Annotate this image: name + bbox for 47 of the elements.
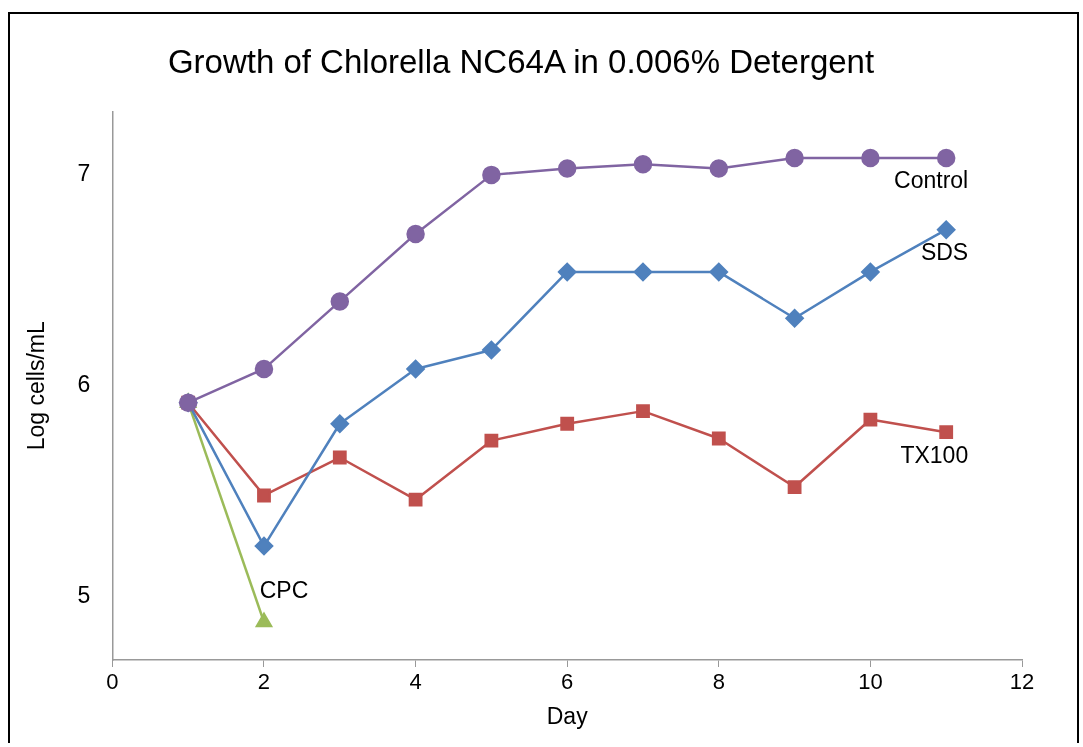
point xyxy=(254,536,274,556)
point xyxy=(633,262,653,282)
point xyxy=(785,148,804,168)
point xyxy=(257,488,271,503)
point xyxy=(709,159,729,178)
point xyxy=(482,340,501,360)
point xyxy=(861,148,880,168)
x-tick-label: 12 xyxy=(1009,669,1035,695)
point xyxy=(785,309,804,328)
point xyxy=(861,262,880,282)
y-axis-title: Log cells/mL xyxy=(23,321,50,451)
point xyxy=(330,414,350,434)
y-tick-label: 6 xyxy=(77,371,91,398)
point xyxy=(332,450,347,465)
series-label: SDS xyxy=(920,239,969,266)
series-label: CPC xyxy=(259,577,309,604)
point xyxy=(482,165,501,185)
point xyxy=(709,262,729,282)
point xyxy=(557,159,577,178)
point xyxy=(406,359,425,379)
x-axis-title: Day xyxy=(546,702,589,729)
series-label: Control xyxy=(894,167,969,194)
x-tick-label: 4 xyxy=(409,669,422,695)
chart-title: Growth of Chlorella NC64A in 0.006% Detergent xyxy=(167,42,875,80)
x-tick-label: 0 xyxy=(106,669,119,695)
point xyxy=(254,359,274,379)
point xyxy=(936,148,956,168)
point xyxy=(330,292,350,311)
point xyxy=(939,425,954,440)
x-tick-label: 6 xyxy=(561,669,574,695)
x-tick-label: 2 xyxy=(257,669,271,695)
point xyxy=(557,262,577,282)
point xyxy=(863,412,878,427)
y-tick-label: 7 xyxy=(77,160,91,187)
point xyxy=(560,416,575,431)
point xyxy=(484,433,499,448)
point xyxy=(936,220,956,239)
point xyxy=(636,404,650,419)
point xyxy=(633,155,653,174)
point xyxy=(408,492,423,507)
x-tick-label: 8 xyxy=(712,669,725,695)
point xyxy=(787,480,802,494)
y-tick-label: 5 xyxy=(77,582,91,609)
point xyxy=(406,224,425,244)
series-label: TX100 xyxy=(900,441,969,468)
x-tick-label: 10 xyxy=(858,669,883,695)
point xyxy=(711,431,726,446)
